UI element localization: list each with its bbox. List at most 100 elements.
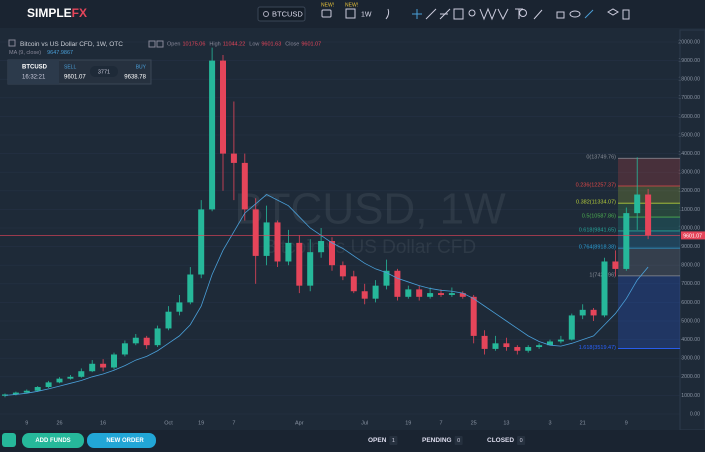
interval[interactable]: 1W — [361, 11, 372, 18]
ticket-time: 16:32:21 — [22, 75, 46, 81]
x-tick-label: 16 — [100, 420, 106, 426]
spread: 3771 — [98, 69, 110, 75]
pin-icon[interactable] — [468, 9, 476, 17]
magnet-icon[interactable] — [584, 9, 594, 19]
sell-label[interactable]: SELL — [64, 64, 76, 70]
rect-icon[interactable] — [453, 8, 464, 20]
y-tick-label: 8000.00 — [681, 263, 700, 269]
x-tick-label: 19 — [198, 420, 204, 426]
y-tick-label: 7000.00 — [681, 281, 700, 287]
x-tick-label: Oct — [164, 420, 173, 426]
collapse-icon[interactable] — [8, 39, 16, 47]
fib-label: 0.236(12257.37) — [576, 182, 617, 188]
candle-body — [318, 241, 325, 253]
candle-body — [209, 60, 216, 210]
camera-icon[interactable] — [321, 9, 332, 18]
zoom-icon[interactable] — [519, 9, 527, 17]
candle-body — [111, 354, 117, 368]
ray-icon[interactable] — [439, 8, 451, 20]
fork-icon[interactable] — [497, 8, 509, 21]
buy-price[interactable]: 9638.78 — [124, 75, 146, 81]
ma-line — [4, 194, 649, 396]
pattern-icon[interactable] — [479, 7, 497, 21]
candle-body — [339, 265, 346, 277]
candle-body — [514, 347, 521, 351]
y-tick-label: 13000.00 — [678, 170, 700, 176]
candle-body — [645, 194, 652, 236]
fib-label: 0.618(9841.65) — [579, 227, 616, 233]
y-tick-label: 1000.00 — [681, 393, 700, 399]
lock-icon[interactable] — [556, 11, 565, 19]
search-icon — [263, 11, 269, 17]
candle-body — [100, 363, 107, 368]
ticket-symbol-box — [8, 60, 59, 84]
candle-body — [601, 261, 608, 316]
candle-body — [78, 371, 85, 377]
ohlc-label: Low — [249, 41, 259, 47]
ma-legend: MA (9, close) 9647.9867 — [9, 50, 73, 56]
candle-body — [492, 343, 499, 349]
fib-zone — [618, 158, 680, 187]
y-tick-label: 14000.00 — [678, 151, 700, 157]
layers-icon[interactable] — [607, 8, 619, 16]
logo: SIMPLEFX — [27, 6, 87, 20]
ticket-symbol: BTCUSD — [22, 65, 48, 71]
ohlc-label: Open — [167, 41, 180, 47]
candle-body — [143, 337, 150, 346]
crosshair-icon[interactable] — [412, 9, 422, 19]
buy-label[interactable]: BUY — [136, 64, 147, 70]
line-icon[interactable] — [425, 8, 437, 20]
candle-body — [220, 60, 226, 154]
plot-area: 0.00 1000.00 2000.00 3000.00 4000.00 5000.00 6… — [0, 29, 705, 431]
candle-body — [438, 293, 444, 295]
fib-label: 0.382(11334.07) — [576, 200, 616, 206]
tab-label[interactable]: PENDING — [422, 437, 452, 444]
brush-icon[interactable] — [533, 9, 543, 20]
fx-icon[interactable] — [385, 8, 390, 20]
add-funds-button[interactable] — [22, 433, 84, 448]
y-tick-label: 18000.00 — [678, 77, 700, 83]
candle-body — [176, 302, 183, 312]
chat-button[interactable] — [2, 433, 16, 447]
y-tick-label: 9000.00 — [681, 244, 700, 250]
y-tick-label: 6000.00 — [681, 300, 700, 306]
text-icon[interactable] — [515, 8, 523, 19]
y-tick-label: 0.00 — [690, 411, 700, 417]
y-tick-label: 2000.00 — [681, 374, 700, 380]
candle-body — [89, 363, 96, 372]
ohlc-values: Open 10175.06 High 11044.22 Low 9601.63 Close 9… — [148, 40, 321, 48]
candle-body — [470, 296, 477, 336]
ohlc-label: High — [209, 41, 220, 47]
symbol-search[interactable] — [257, 6, 306, 22]
x-tick-label: 9 — [625, 420, 628, 426]
y-tick-label: 3000.00 — [681, 356, 700, 362]
watermark-sub: Bitcoin vs US Dollar CFD — [264, 237, 476, 258]
ohlc-value: 10175.06 — [182, 41, 205, 47]
candle-body — [536, 345, 543, 348]
candle-body — [154, 328, 161, 346]
ohlc-value: 11044.22 — [223, 41, 246, 47]
candle-body — [67, 376, 74, 379]
candle-body — [503, 343, 510, 348]
tab-label[interactable]: OPEN — [368, 437, 387, 444]
candle-body — [405, 289, 412, 297]
last-price-label: 9601.07 — [683, 233, 702, 239]
tab-label[interactable]: CLOSED — [487, 437, 514, 444]
new-order-button[interactable] — [87, 433, 156, 448]
x-tick-label: 7 — [232, 420, 235, 426]
sell-price[interactable]: 9601.07 — [64, 75, 86, 81]
close-icon[interactable] — [156, 40, 164, 48]
x-tick-label: 21 — [580, 420, 586, 426]
candle-body — [525, 347, 532, 351]
settings-icon[interactable] — [148, 40, 156, 48]
eye-icon[interactable] — [569, 10, 581, 18]
candle-body — [634, 194, 641, 214]
trash-icon[interactable] — [622, 9, 630, 20]
candle-body — [448, 293, 455, 295]
logo-accent: FX — [72, 6, 87, 20]
chart-type-icon[interactable] — [345, 8, 356, 19]
candle-body — [198, 209, 205, 275]
fib-label: 1.618(3519.47) — [579, 345, 616, 351]
logo-main: SIMPLE — [27, 6, 72, 20]
tab-count: 0 — [520, 438, 523, 444]
